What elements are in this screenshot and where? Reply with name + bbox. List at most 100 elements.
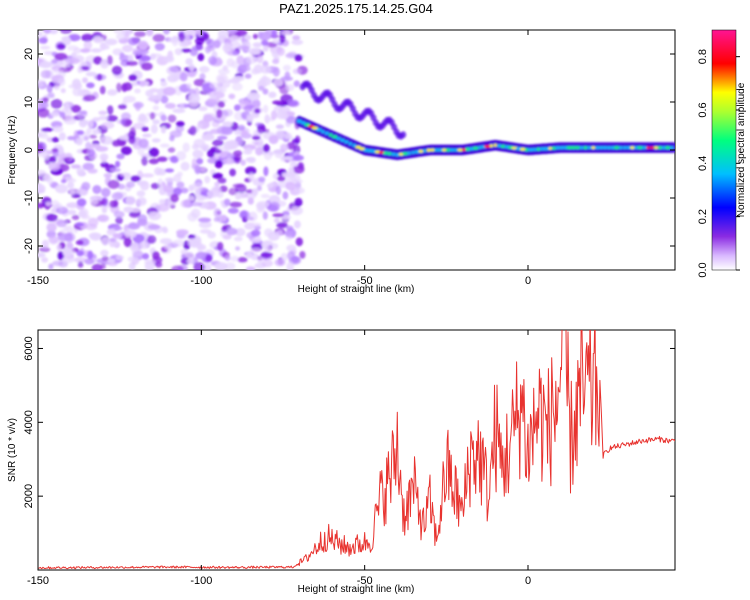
noise-blob (52, 260, 64, 267)
noise-blob (111, 140, 121, 147)
noise-blob (232, 49, 240, 56)
y-tick-label: 20 (23, 48, 35, 60)
noise-blob (251, 47, 262, 55)
noise-blob (237, 124, 246, 131)
noise-blob (137, 116, 150, 124)
noise-blob (40, 69, 51, 79)
ridge-core (296, 119, 302, 123)
ridge-core (430, 148, 435, 152)
noise-blob (163, 55, 175, 63)
noise-blob (98, 110, 108, 116)
noise-blob (148, 211, 162, 221)
ridge-core (618, 146, 623, 150)
noise-blob (292, 68, 302, 75)
ridge-core (579, 146, 584, 150)
noise-blob (47, 177, 54, 185)
spectrogram-ylabel: Frequency (Hz) (7, 116, 18, 185)
noise-blob (157, 156, 168, 162)
noise-blob (122, 95, 136, 103)
noise-blob (60, 88, 66, 94)
ridge-core (411, 151, 415, 154)
noise-blob (62, 247, 72, 257)
noise-blob (76, 250, 84, 257)
noise-blob (46, 83, 53, 93)
noise-blob (194, 164, 201, 175)
noise-blob (115, 216, 123, 225)
ridge-core (560, 146, 564, 150)
noise-blob (112, 233, 122, 239)
noise-blob (116, 82, 122, 93)
noise-blob (160, 126, 167, 134)
noise-blob (232, 75, 245, 81)
noise-blob (299, 251, 306, 259)
noise-blob (173, 187, 183, 195)
noise-blob (160, 95, 169, 104)
noise-blob (142, 253, 150, 260)
noise-blob (99, 85, 106, 95)
noise-blob (216, 241, 224, 251)
noise-blob (100, 59, 109, 69)
noise-blob (147, 235, 157, 244)
noise-blob (139, 80, 146, 87)
noise-blob (83, 94, 96, 102)
noise-blob (261, 259, 273, 268)
noise-blob (281, 172, 292, 178)
noise-blob (41, 127, 54, 132)
noise-blob (71, 214, 80, 221)
noise-blob (281, 135, 294, 140)
noise-blob (48, 263, 54, 270)
noise-blob (235, 246, 241, 251)
noise-blob (88, 232, 101, 239)
noise-blob (65, 176, 74, 182)
ridge-core (311, 126, 319, 130)
noise-blob (48, 162, 61, 172)
noise-blob (216, 109, 223, 119)
noise-blob (51, 137, 60, 143)
noise-blob (204, 45, 211, 54)
noise-blob (38, 252, 46, 258)
noise-blob (274, 217, 280, 224)
noise-blob (89, 134, 97, 139)
noise-blob (276, 47, 285, 57)
noise-blob (147, 224, 161, 230)
ridge-core (449, 148, 456, 152)
noise-blob (218, 86, 227, 94)
noise-blob (38, 169, 46, 176)
noise-blob (73, 47, 81, 54)
noise-blob (141, 173, 154, 178)
noise-blob (237, 64, 247, 74)
noise-blob (191, 45, 204, 51)
noise-blob (144, 259, 157, 265)
noise-blob (195, 251, 209, 260)
noise-blob (256, 185, 262, 191)
noise-blob (60, 179, 67, 184)
noise-blob (136, 196, 147, 207)
noise-blob (67, 57, 80, 65)
noise-blob (187, 71, 196, 78)
noise-blob (256, 200, 270, 209)
noise-blob (111, 192, 124, 201)
noise-blob (198, 217, 212, 223)
noise-blob (199, 229, 212, 234)
noise-blob (141, 126, 149, 132)
noise-blob (197, 123, 203, 129)
noise-blob (224, 198, 231, 206)
noise-blob (88, 148, 96, 157)
ridge-core (623, 146, 627, 150)
noise-blob (262, 88, 269, 95)
noise-blob (56, 219, 67, 228)
noise-blob (57, 77, 66, 87)
noise-blob (64, 102, 70, 113)
noise-blob (241, 129, 248, 136)
noise-blob (82, 77, 88, 84)
noise-blob (72, 87, 83, 97)
noise-blob (234, 104, 241, 111)
noise-blob (207, 97, 220, 103)
noise-blob (188, 63, 195, 72)
noise-blob (280, 76, 293, 82)
noise-blob (233, 156, 240, 162)
noise-blob (60, 59, 70, 68)
ridge-core (340, 138, 345, 142)
x-tick-label: -150 (27, 575, 49, 587)
